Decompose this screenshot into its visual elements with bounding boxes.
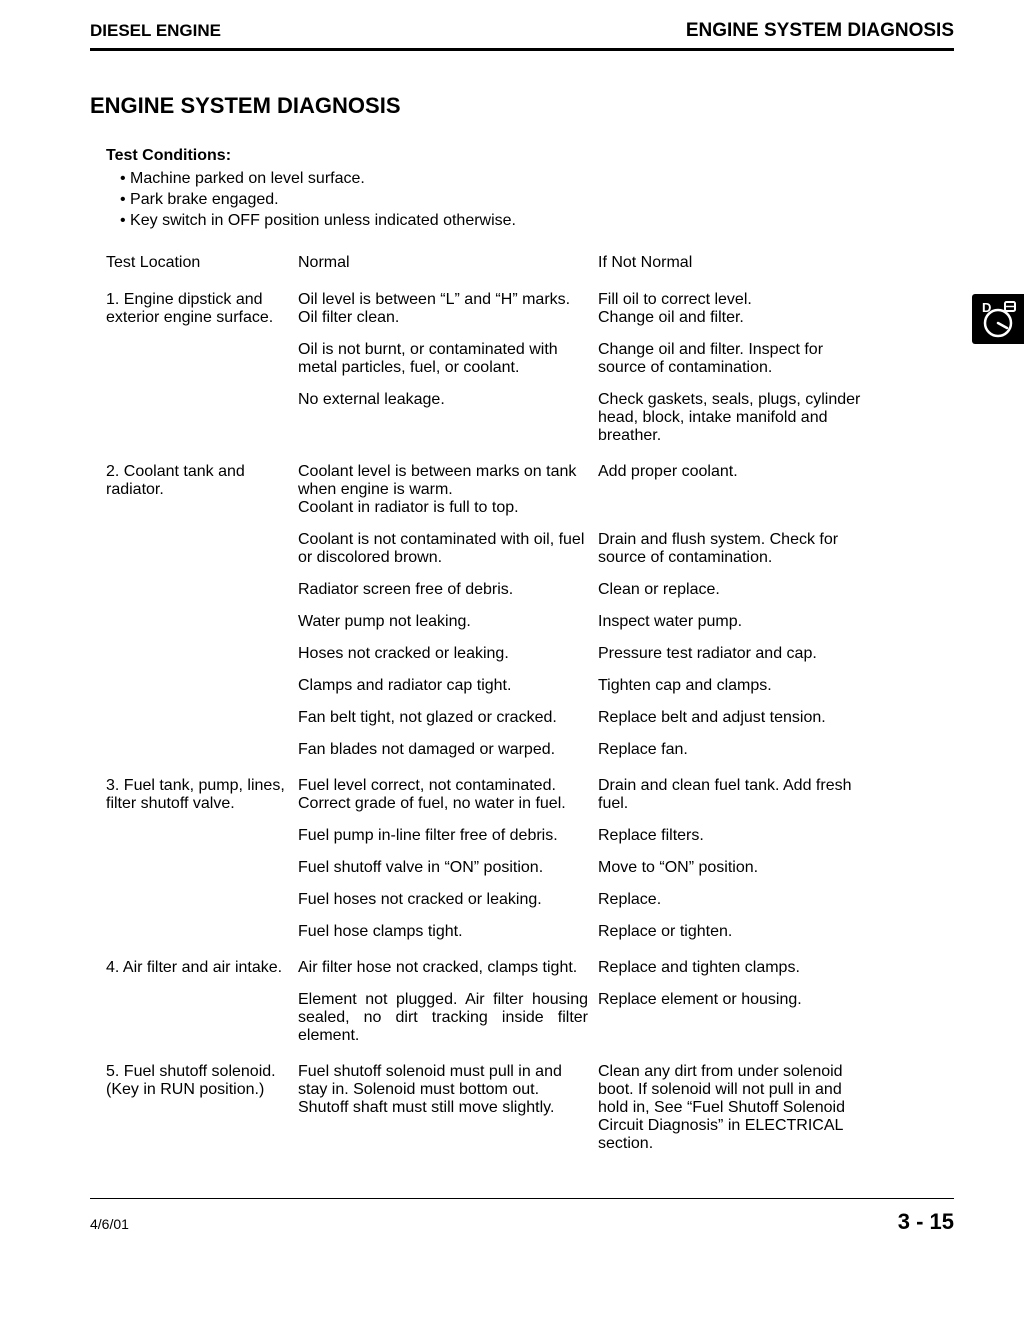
- cell-normal: Coolant is not contaminated with oil, fu…: [298, 531, 598, 567]
- cell-if-not-normal: Drain and flush system. Check for source…: [598, 531, 866, 567]
- table-subrow: Fuel hose clamps tight.Replace or tighte…: [298, 923, 954, 941]
- table-subrow: Fuel pump in-line filter free of debris.…: [298, 827, 954, 845]
- table-subrow: Water pump not leaking.Inspect water pum…: [298, 613, 954, 631]
- table-row: 1. Engine dipstick and exterior engine s…: [106, 291, 954, 459]
- cell-normal: Fan belt tight, not glazed or cracked.: [298, 709, 598, 727]
- cell-if-not-normal: Add proper coolant.: [598, 463, 866, 517]
- table-subrow: Element not plugged. Air filter housing …: [298, 991, 954, 1045]
- table-subrow: Air filter hose not cracked, clamps tigh…: [298, 959, 954, 977]
- section-title: ENGINE SYSTEM DIAGNOSIS: [90, 93, 954, 119]
- cell-if-not-normal: Clean or replace.: [598, 581, 866, 599]
- cell-location: 1. Engine dipstick and exterior engine s…: [106, 291, 298, 459]
- cell-normal: Fuel hose clamps tight.: [298, 923, 598, 941]
- cell-if-not-normal: Tighten cap and clamps.: [598, 677, 866, 695]
- cell-normal: Air filter hose not cracked, clamps tigh…: [298, 959, 598, 977]
- cell-normal: Fuel shutoff valve in “ON” position.: [298, 859, 598, 877]
- table-subrow: Fuel shutoff valve in “ON” position.Move…: [298, 859, 954, 877]
- table-subrow: Fan belt tight, not glazed or cracked.Re…: [298, 709, 954, 727]
- cell-normal: Fuel shutoff solenoid must pull in and s…: [298, 1063, 598, 1153]
- side-tab: D: [972, 294, 1024, 344]
- cell-normal: Oil level is between “L” and “H” marks. …: [298, 291, 598, 327]
- footer-rule: [90, 1198, 954, 1199]
- cell-location: 2. Coolant tank and radiator.: [106, 463, 298, 773]
- cell-normal: Fuel level correct, not contaminated. Co…: [298, 777, 598, 813]
- table-subrow: Coolant level is between marks on tank w…: [298, 463, 954, 517]
- diagnosis-table: Test Location Normal If Not Normal 1. En…: [106, 253, 954, 1171]
- gauge-icon: D: [978, 299, 1018, 339]
- page-footer: 4/6/01 3 - 15: [90, 1198, 954, 1235]
- cell-if-not-normal: Pressure test radiator and cap.: [598, 645, 866, 663]
- table-subrow: Oil is not burnt, or contaminated with m…: [298, 341, 954, 377]
- cell-normal: No external leakage.: [298, 391, 598, 445]
- footer-page: 3 - 15: [898, 1209, 954, 1235]
- table-subrow: Fuel hoses not cracked or leaking.Replac…: [298, 891, 954, 909]
- col-header-location: Test Location: [106, 253, 298, 273]
- test-conditions-heading: Test Conditions:: [106, 147, 954, 165]
- cell-if-not-normal: Drain and clean fuel tank. Add fresh fue…: [598, 777, 866, 813]
- cell-if-not-normal: Replace and tighten clamps.: [598, 959, 866, 977]
- table-subrow: Fuel shutoff solenoid must pull in and s…: [298, 1063, 954, 1153]
- table-subrow: Clamps and radiator cap tight.Tighten ca…: [298, 677, 954, 695]
- cell-if-not-normal: Clean any dirt from under solenoid boot.…: [598, 1063, 866, 1153]
- content: Test Conditions: Machine parked on level…: [90, 147, 954, 1171]
- col-header-normal: Normal: [298, 253, 598, 273]
- cell-if-not-normal: Replace filters.: [598, 827, 866, 845]
- table-row: 2. Coolant tank and radiator.Coolant lev…: [106, 463, 954, 773]
- cell-normal: Hoses not cracked or leaking.: [298, 645, 598, 663]
- cell-if-not-normal: Replace.: [598, 891, 866, 909]
- cell-if-not-normal: Replace or tighten.: [598, 923, 866, 941]
- test-condition-item: Park brake engaged.: [120, 190, 954, 211]
- cell-location: 3. Fuel tank, pump, lines, filter shutof…: [106, 777, 298, 955]
- cell-if-not-normal: Fill oil to correct level. Change oil an…: [598, 291, 866, 327]
- table-row: 3. Fuel tank, pump, lines, filter shutof…: [106, 777, 954, 955]
- cell-if-not-normal: Change oil and filter. Inspect for sourc…: [598, 341, 866, 377]
- page-header: DIESEL ENGINE ENGINE SYSTEM DIAGNOSIS: [90, 20, 954, 46]
- test-condition-item: Key switch in OFF position unless indica…: [120, 211, 954, 232]
- cell-if-not-normal: Move to “ON” position.: [598, 859, 866, 877]
- table-body: 1. Engine dipstick and exterior engine s…: [106, 291, 954, 1171]
- cell-location: 5. Fuel shutoff solenoid. (Key in RUN po…: [106, 1063, 298, 1167]
- table-subrow: Oil level is between “L” and “H” marks. …: [298, 291, 954, 327]
- header-rule: [90, 48, 954, 51]
- cell-if-not-normal: Inspect water pump.: [598, 613, 866, 631]
- table-row: 4. Air filter and air intake.Air filter …: [106, 959, 954, 1059]
- cell-normal: Oil is not burnt, or contaminated with m…: [298, 341, 598, 377]
- cell-if-not-normal: Check gaskets, seals, plugs, cylinder he…: [598, 391, 866, 445]
- footer-date: 4/6/01: [90, 1216, 129, 1232]
- table-subrow: No external leakage.Check gaskets, seals…: [298, 391, 954, 445]
- cell-if-not-normal: Replace element or housing.: [598, 991, 866, 1045]
- table-subrow: Coolant is not contaminated with oil, fu…: [298, 531, 954, 567]
- header-right: ENGINE SYSTEM DIAGNOSIS: [686, 20, 954, 42]
- table-subrow: Radiator screen free of debris.Clean or …: [298, 581, 954, 599]
- header-left: DIESEL ENGINE: [90, 21, 221, 41]
- cell-normal: Element not plugged. Air filter housing …: [298, 991, 598, 1045]
- table-subrow: Hoses not cracked or leaking.Pressure te…: [298, 645, 954, 663]
- cell-normal: Clamps and radiator cap tight.: [298, 677, 598, 695]
- cell-if-not-normal: Replace fan.: [598, 741, 866, 759]
- cell-normal: Fan blades not damaged or warped.: [298, 741, 598, 759]
- test-conditions-list: Machine parked on level surface.Park bra…: [106, 169, 954, 231]
- table-subrow: Fuel level correct, not contaminated. Co…: [298, 777, 954, 813]
- cell-normal: Radiator screen free of debris.: [298, 581, 598, 599]
- cell-normal: Fuel pump in-line filter free of debris.: [298, 827, 598, 845]
- col-header-ifnot: If Not Normal: [598, 253, 866, 273]
- cell-normal: Fuel hoses not cracked or leaking.: [298, 891, 598, 909]
- cell-location: 4. Air filter and air intake.: [106, 959, 298, 1059]
- cell-if-not-normal: Replace belt and adjust tension.: [598, 709, 866, 727]
- table-subrow: Fan blades not damaged or warped.Replace…: [298, 741, 954, 759]
- cell-normal: Coolant level is between marks on tank w…: [298, 463, 598, 517]
- table-header: Test Location Normal If Not Normal: [106, 253, 954, 273]
- table-row: 5. Fuel shutoff solenoid. (Key in RUN po…: [106, 1063, 954, 1167]
- test-condition-item: Machine parked on level surface.: [120, 169, 954, 190]
- cell-normal: Water pump not leaking.: [298, 613, 598, 631]
